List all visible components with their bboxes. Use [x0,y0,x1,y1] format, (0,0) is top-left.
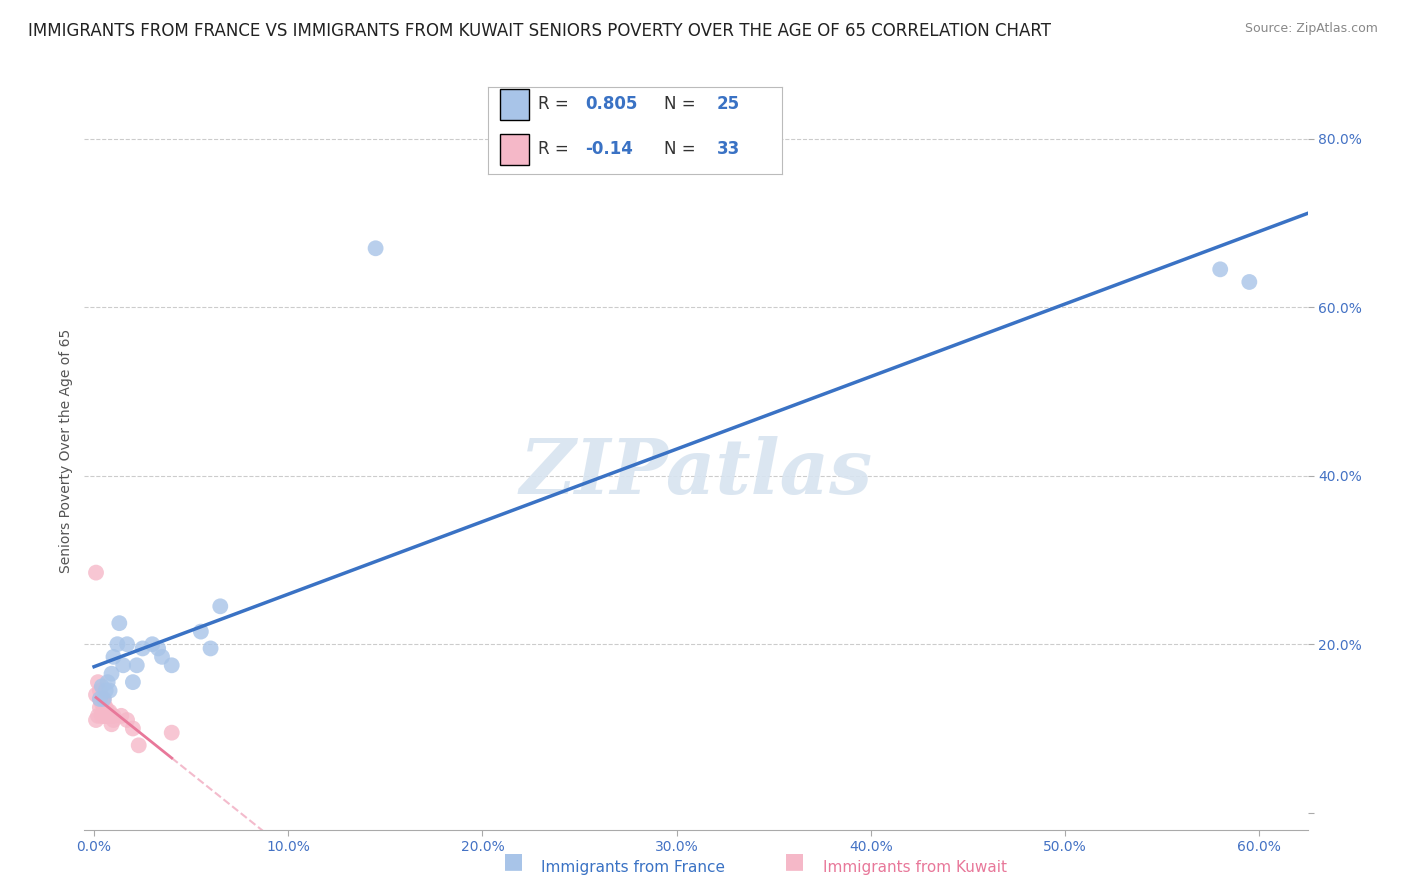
Point [93,692,115,706]
Point [190,624,212,639]
Point [89,700,111,714]
Point [93,692,115,706]
Point [364,241,387,255]
Point [200,641,222,656]
Point [93,708,115,723]
Point [90,679,112,693]
Point [84,688,107,702]
Text: IMMIGRANTS FROM FRANCE VS IMMIGRANTS FROM KUWAIT SENIORS POVERTY OVER THE AGE OF: IMMIGRANTS FROM FRANCE VS IMMIGRANTS FRO… [28,22,1052,40]
Point [98,683,121,698]
Point [93,708,115,723]
Point [122,722,145,736]
Point [112,658,135,673]
Point [103,649,125,664]
Point [94,683,117,698]
Point [94,705,117,719]
Point [103,713,125,727]
Point [209,599,232,614]
Point [98,705,121,719]
Point [89,692,111,706]
Point [97,708,120,723]
Text: Immigrants from France: Immigrants from France [541,860,725,874]
Point [160,725,183,739]
Point [105,637,128,651]
Point [94,708,117,723]
Point [93,696,115,710]
Point [87,708,110,723]
Y-axis label: Seniors Poverty Over the Age of 65: Seniors Poverty Over the Age of 65 [59,328,73,573]
Point [100,708,122,723]
Point [125,658,148,673]
Text: Immigrants from Kuwait: Immigrants from Kuwait [823,860,1007,874]
Point [84,566,107,580]
Point [131,641,153,656]
Point [90,692,112,706]
Point [98,708,121,723]
Point [100,717,122,731]
Point [97,705,120,719]
Text: Source: ZipAtlas.com: Source: ZipAtlas.com [1244,22,1378,36]
Point [93,705,115,719]
Point [150,649,173,664]
Point [89,692,111,706]
Point [100,666,122,681]
Point [89,683,111,698]
Point [94,700,117,714]
Point [90,696,112,710]
Point [97,708,120,723]
Point [122,675,145,690]
Text: ■: ■ [503,851,523,871]
Point [128,739,150,753]
Point [1209,262,1232,277]
Point [87,675,110,690]
Text: ■: ■ [785,851,804,871]
Text: ZIPatlas: ZIPatlas [519,436,873,510]
Point [103,708,125,723]
Point [108,616,131,631]
Point [97,675,120,690]
Point [90,708,112,723]
Point [115,713,138,727]
Point [160,658,183,673]
Point [115,637,138,651]
Point [141,637,163,651]
Point [84,713,107,727]
Point [146,641,169,656]
Point [110,708,132,723]
Point [1239,275,1261,289]
